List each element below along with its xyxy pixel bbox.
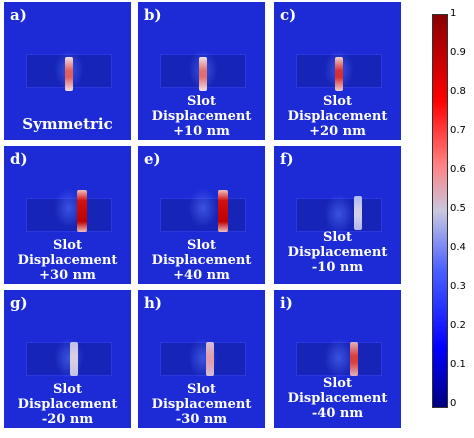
panel-caption: Slot Displacement -30 nm [151, 382, 252, 427]
panel-caption: Slot Displacement +10 nm [151, 94, 252, 139]
field-glow [188, 188, 218, 228]
colorbar: 1 0.9 0.8 0.7 0.6 0.5 0.4 0.3 0.2 0.1 0 [430, 8, 474, 426]
panel-label: b) [144, 6, 162, 24]
colorbar-tick: 0.5 [450, 203, 466, 214]
colorbar-tick: 0.1 [450, 359, 466, 370]
colorbar-tick: 0 [450, 398, 457, 409]
colorbar-tick: 0.7 [450, 125, 466, 136]
colorbar-tick: 0.4 [450, 242, 466, 253]
colorbar-tick: 0.6 [450, 164, 466, 175]
panel-label: e) [144, 150, 161, 168]
panel-label: f) [280, 150, 294, 168]
panel-label: h) [144, 294, 163, 312]
field-hotspot [77, 190, 87, 232]
panel-caption: Symmetric [22, 115, 113, 133]
colorbar-tick: 0.3 [450, 281, 466, 292]
field-hotspot [335, 57, 343, 91]
colorbar-tick: 0.8 [450, 86, 466, 97]
colorbar-gradient [432, 14, 448, 408]
panel-a: a) Symmetric [4, 2, 131, 140]
panel-label: a) [10, 6, 27, 24]
field-hotspot [70, 342, 78, 376]
field-hotspot [65, 57, 73, 91]
colorbar-tick: 1 [450, 8, 457, 19]
colorbar-tick: 0.9 [450, 47, 466, 58]
panel-f: f) Slot Displacement -10 nm [274, 146, 401, 284]
panel-i: i) Slot Displacement -40 nm [274, 290, 401, 428]
field-hotspot [354, 196, 362, 230]
panel-g: g) Slot Displacement -20 nm [4, 290, 131, 428]
panel-caption: Slot Displacement -10 nm [287, 230, 388, 275]
colorbar-tick: 0.2 [450, 320, 466, 331]
panel-e: e) Slot Displacement +40 nm [138, 146, 265, 284]
field-glow [54, 338, 84, 378]
panel-label: c) [280, 6, 297, 24]
panel-b: b) Slot Displacement +10 nm [138, 2, 265, 140]
panel-label: g) [10, 294, 28, 312]
panel-caption: Slot Displacement +20 nm [287, 94, 388, 139]
field-hotspot [206, 342, 214, 376]
panel-c: c) Slot Displacement +20 nm [274, 2, 401, 140]
panel-label: i) [280, 294, 293, 312]
field-hotspot [350, 342, 358, 376]
panel-h: h) Slot Displacement -30 nm [138, 290, 265, 428]
panel-d: d) Slot Displacement +30 nm [4, 146, 131, 284]
field-hotspot [199, 57, 207, 91]
field-glow [324, 338, 354, 378]
panel-caption: Slot Displacement -40 nm [287, 376, 388, 421]
panel-caption: Slot Displacement +30 nm [17, 238, 118, 283]
field-hotspot [218, 190, 228, 232]
field-glow [324, 194, 354, 234]
panel-caption: Slot Displacement +40 nm [151, 238, 252, 283]
panel-caption: Slot Displacement -20 nm [17, 382, 118, 427]
panel-label: d) [10, 150, 28, 168]
